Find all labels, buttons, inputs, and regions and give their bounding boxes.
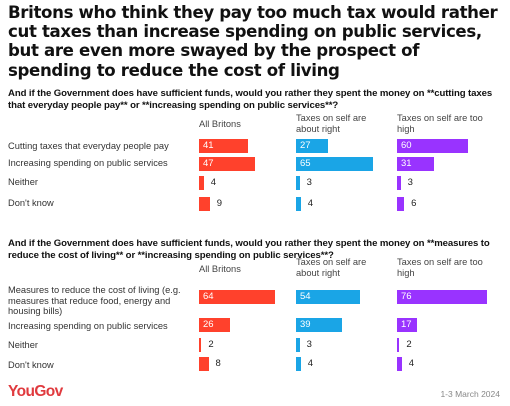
bar [199, 157, 255, 171]
bar [296, 318, 343, 332]
bar-value-label: 17 [401, 319, 412, 330]
bar-value-label: 8 [215, 358, 221, 369]
row-label: Cutting taxes that everyday people pay [8, 141, 169, 151]
row-label: Increasing spending on public services [8, 321, 168, 331]
row-label: Neither [8, 177, 38, 187]
bar-value-label: 3 [407, 177, 413, 188]
column-header-1: All Britons [199, 264, 241, 274]
bar-value-label: 3 [306, 177, 312, 188]
bar-value-label: 4 [408, 358, 415, 369]
bar [199, 197, 210, 211]
row-label: Don't know [8, 198, 54, 208]
chart-title: Britons who think they pay too much tax … [8, 3, 498, 80]
bar-value-label: 26 [203, 319, 214, 330]
row-label: Don't know [8, 360, 54, 370]
bar [296, 357, 301, 371]
bar-value-label: 4 [307, 198, 314, 209]
bar [199, 176, 204, 190]
bar [199, 139, 248, 153]
bar-value-label: 65 [300, 158, 311, 169]
column-header-1: All Britons [199, 119, 241, 129]
bar [397, 139, 469, 153]
bar [397, 176, 401, 190]
bar-value-label: 76 [401, 291, 412, 302]
bar [296, 176, 300, 190]
bar [296, 157, 374, 171]
bar [397, 157, 434, 171]
bar-value-label: 4 [210, 177, 217, 188]
bar-value-label: 6 [411, 198, 417, 209]
bar-value-label: 31 [401, 158, 412, 169]
bar-value-label: 47 [203, 158, 214, 169]
column-header-3: Taxes on self are too high [397, 113, 483, 134]
bar [199, 357, 209, 371]
question-2: And if the Government does have sufficie… [8, 238, 490, 262]
bar [397, 290, 488, 304]
question-1: And if the Government does have sufficie… [8, 88, 493, 112]
bar [397, 357, 402, 371]
yougov-logo: YouGov [8, 383, 63, 400]
bar [199, 290, 275, 304]
bar-value-label: 64 [203, 291, 214, 302]
bar-value-label: 39 [300, 319, 311, 330]
row-label: Neither [8, 340, 38, 350]
column-header-2: Taxes on self are about right [296, 113, 367, 134]
bar [397, 338, 400, 352]
bar [397, 197, 405, 211]
bar-value-label: 2 [208, 339, 214, 350]
row-label: Measures to reduce the cost of living (e… [8, 285, 181, 317]
bar [296, 338, 300, 352]
survey-date: 1-3 March 2024 [440, 389, 500, 399]
bar [199, 318, 230, 332]
bar-value-label: 4 [307, 358, 314, 369]
bar [296, 290, 361, 304]
bar-value-label: 27 [300, 140, 311, 151]
column-header-3: Taxes on self are too high [397, 257, 483, 278]
bar-value-label: 2 [406, 339, 412, 350]
bar [199, 338, 202, 352]
bar [296, 197, 301, 211]
row-label: Increasing spending on public services [8, 158, 168, 168]
bar-value-label: 41 [203, 140, 214, 151]
column-header-2: Taxes on self are about right [296, 257, 367, 278]
bar-value-label: 3 [306, 339, 312, 350]
bar-value-label: 9 [216, 198, 222, 209]
bar [397, 318, 418, 332]
bar [296, 139, 329, 153]
bar-value-label: 54 [300, 291, 311, 302]
bar-value-label: 60 [401, 140, 412, 151]
